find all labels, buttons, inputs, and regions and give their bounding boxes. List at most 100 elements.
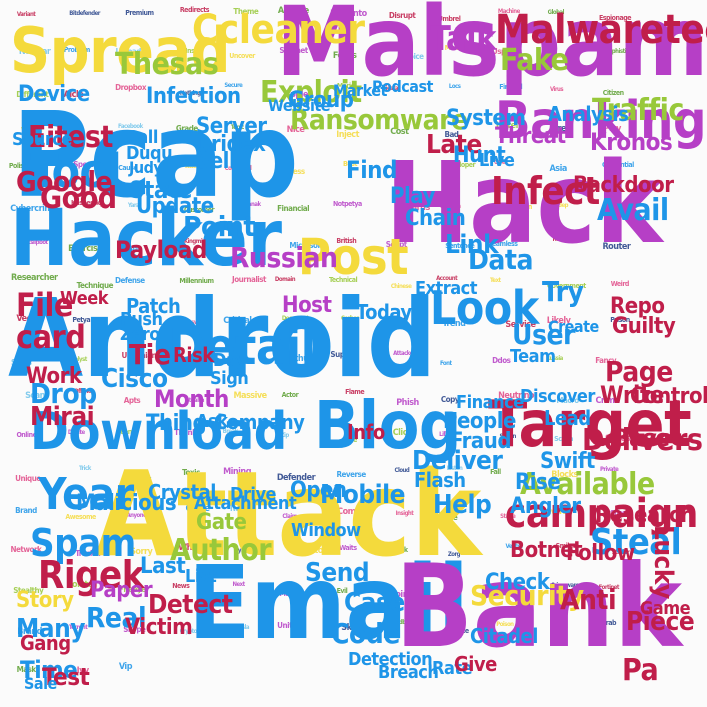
word-small: Sorry xyxy=(130,546,153,557)
word-small: Topic xyxy=(230,124,245,132)
word-small: Russia xyxy=(545,354,563,362)
word-ask: Ask xyxy=(196,411,228,432)
word-small: Nothing xyxy=(179,90,201,98)
word-push: Push xyxy=(120,309,163,330)
word-small: Scan xyxy=(25,391,45,402)
word-mobile: Mobile xyxy=(320,480,406,510)
word-small: Aicle xyxy=(63,89,84,100)
word-victim: Victim xyxy=(125,615,193,640)
word-small: Sends xyxy=(605,434,631,445)
word-small: Inject xyxy=(336,129,359,140)
word-story: Story xyxy=(16,588,74,613)
word-target: Target xyxy=(488,388,692,462)
word-small: Apts xyxy=(123,395,141,405)
word-avail: Avail xyxy=(597,193,669,228)
word-gate: Gate xyxy=(196,510,247,535)
word-small: Invoice xyxy=(398,51,424,61)
word-citadel: Citadel xyxy=(470,624,538,648)
word-small: Dyre xyxy=(234,547,247,555)
word-tool: Tool xyxy=(30,144,122,198)
word-code: Code xyxy=(331,617,400,650)
word-google: Google xyxy=(16,165,113,198)
word-small: Lift xyxy=(439,431,448,439)
word-small: Arrest xyxy=(389,317,406,325)
word-update: Update xyxy=(136,194,214,219)
word-repo: Repo xyxy=(610,294,665,319)
word-people: People xyxy=(443,409,516,434)
word-small: Awesome xyxy=(65,512,96,521)
word-small: Archive xyxy=(277,5,309,16)
word-late: Late xyxy=(426,130,482,160)
word-small: Pinkslipbot xyxy=(18,238,48,246)
word-small: British xyxy=(336,236,357,245)
word-small: Unit xyxy=(277,620,293,630)
word-spam: Spam xyxy=(30,521,136,565)
word-anti: Anti xyxy=(560,583,617,616)
word-rise: Rise xyxy=(515,470,561,495)
word-small: Command xyxy=(224,164,252,172)
word-small: Swiss xyxy=(11,357,32,367)
word-small: Combat xyxy=(337,507,370,518)
word-small: Weird xyxy=(610,280,630,289)
word-small: Virus xyxy=(549,85,564,93)
word-small: Vextra xyxy=(505,543,523,551)
word-finance: Finance xyxy=(456,392,524,413)
word-sell: Sell xyxy=(196,149,236,174)
word-small: Locs xyxy=(448,83,461,91)
word-small: Notpetya xyxy=(332,200,362,209)
word-small: Offline xyxy=(74,388,91,396)
word-attack: Attack xyxy=(95,445,481,583)
word-small: Github xyxy=(286,353,314,364)
word-small: Massive xyxy=(233,391,267,402)
word-post: Post xyxy=(298,228,409,286)
word-infect: Infect xyxy=(491,169,600,213)
word-small: Magento xyxy=(330,9,367,20)
word-play: Play xyxy=(390,184,435,209)
word-small: Slide xyxy=(439,512,458,522)
word-talk: Talk xyxy=(430,19,496,59)
word-small: Cause xyxy=(118,163,138,172)
word-small: Polish xyxy=(8,162,28,171)
word-small: Petya xyxy=(72,315,91,324)
word-small: Financial xyxy=(277,203,310,213)
word-chain: Chain xyxy=(405,206,466,231)
word-small: Vector xyxy=(16,314,43,325)
word-small: News xyxy=(172,582,190,591)
word-small: Trick xyxy=(78,465,91,473)
word-file: File xyxy=(16,286,73,324)
word-small: Nice xyxy=(286,124,305,135)
word-small: Trend xyxy=(442,318,466,329)
word-small: Avast xyxy=(122,243,141,252)
word-small: Stealthy xyxy=(13,586,44,596)
word-system: System xyxy=(446,106,526,131)
word-small: Apple xyxy=(284,89,308,100)
word-small: German xyxy=(439,202,461,210)
word-delivers: Delivers xyxy=(582,423,703,458)
word-flash: Flash xyxy=(414,468,466,492)
word-author: Author xyxy=(170,533,272,568)
word-find: Find xyxy=(346,156,397,184)
word-small: Analyst xyxy=(67,356,88,364)
word-day: Day xyxy=(213,350,246,371)
word-test: Test xyxy=(42,663,90,691)
word-patch: Patch xyxy=(126,294,181,318)
word-small: Variant xyxy=(16,10,36,18)
word-small: Premium xyxy=(125,9,154,18)
word-thesas: Thesas xyxy=(115,47,219,82)
word-small: Waits xyxy=(339,544,357,553)
word-small: Exercise xyxy=(68,244,103,255)
word-exploit: Exploit xyxy=(260,75,362,110)
word-fake: Fake xyxy=(500,43,569,78)
word-small: Torrent xyxy=(68,623,88,631)
word-small: Player xyxy=(609,204,633,214)
word-small: Nuclear xyxy=(18,47,51,58)
word-small: Cloud xyxy=(394,466,410,474)
word-small: Macro xyxy=(556,395,579,405)
word-small: Sandbox xyxy=(389,619,412,626)
word-device: Device xyxy=(18,82,90,107)
word-small: Twitter xyxy=(228,504,254,514)
word-small: Hancitor xyxy=(291,545,327,556)
word-last: Last xyxy=(140,554,186,579)
word-small: Domain xyxy=(274,275,296,283)
word-small: Scada xyxy=(554,435,573,444)
